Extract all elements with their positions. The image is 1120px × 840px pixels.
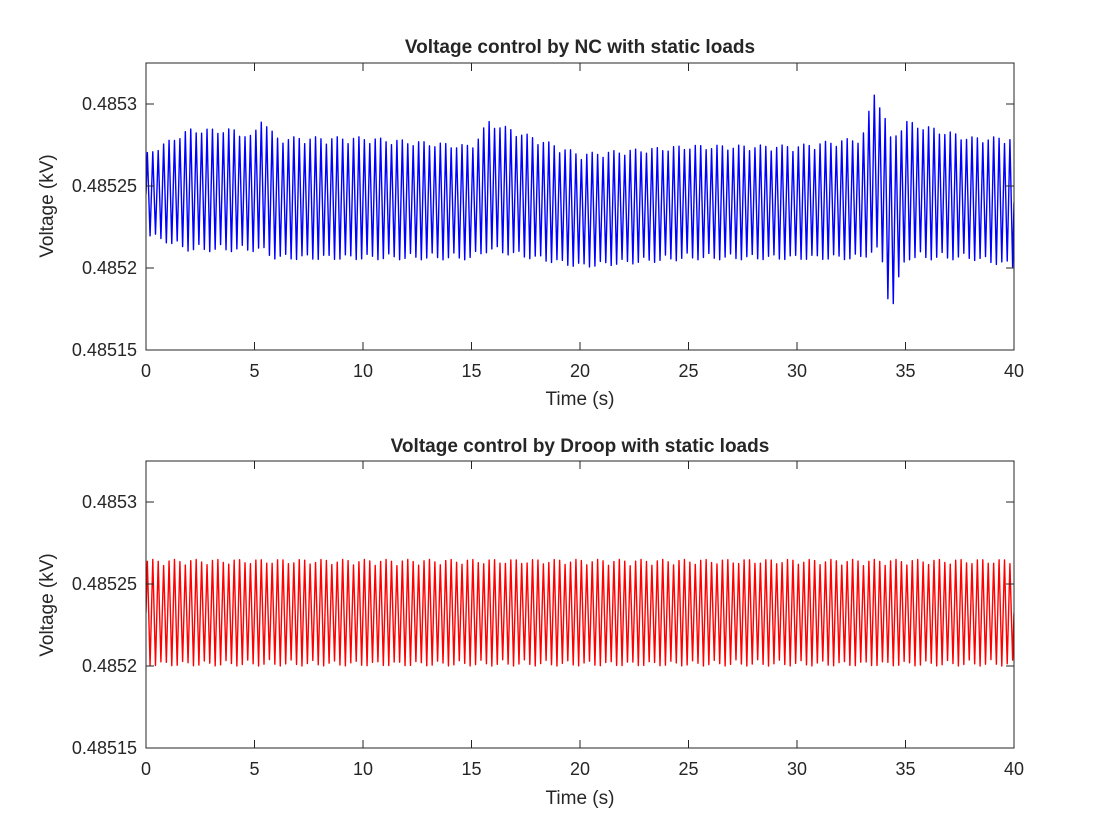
- axes-bottom: Voltage control by Droop with static loa…: [37, 436, 1024, 809]
- bottom-y-axis-label: Voltage (kV): [37, 553, 58, 657]
- bottom-x-tick-label: 10: [353, 759, 373, 779]
- top-y-tick-label: 0.48525: [72, 176, 137, 196]
- bottom-x-tick-label: 30: [787, 759, 807, 779]
- bottom-x-tick-label: 15: [461, 759, 481, 779]
- top-x-tick-label: 35: [895, 361, 915, 381]
- top-x-axis-label: Time (s): [546, 389, 615, 410]
- bottom-x-tick-label: 0: [141, 759, 151, 779]
- top-x-tick-label: 5: [249, 361, 259, 381]
- top-series-line-0: [146, 94, 1014, 305]
- bottom-chart-title: Voltage control by Droop with static loa…: [391, 436, 770, 457]
- bottom-series-line-0: [146, 558, 1014, 667]
- top-x-tick-label: 15: [461, 361, 481, 381]
- top-plot-area: 0 5 10 15 20 25 30 35 40 0.48515 0.4852 0.48525 0.48…: [72, 62, 1024, 381]
- top-y-tick-label: 0.4853: [82, 94, 137, 114]
- bottom-x-axis-label: Time (s): [546, 788, 615, 809]
- top-chart-title: Voltage control by NC with static loads: [405, 37, 755, 58]
- bottom-plot-area: 0 5 10 15 20 25 30 35 40 0.48515 0.4852 0.48525 0.48…: [72, 460, 1024, 779]
- bottom-y-tick-label: 0.4853: [82, 492, 137, 512]
- axes-top: Voltage control by NC with static loads …: [37, 37, 1024, 410]
- bottom-y-tick-label: 0.48515: [72, 738, 137, 758]
- top-x-tick-label: 25: [678, 361, 698, 381]
- bottom-x-tick-label: 5: [249, 759, 259, 779]
- bottom-y-tick-label: 0.4852: [82, 656, 137, 676]
- top-y-tick-label: 0.4852: [82, 258, 137, 278]
- top-x-tick-label: 0: [141, 361, 151, 381]
- top-y-tick-label: 0.48515: [72, 340, 137, 360]
- top-x-tick-label: 30: [787, 361, 807, 381]
- top-y-axis-label: Voltage (kV): [37, 154, 58, 258]
- top-x-tick-label: 10: [353, 361, 373, 381]
- bottom-x-tick-label: 40: [1004, 759, 1024, 779]
- bottom-x-tick-label: 35: [895, 759, 915, 779]
- bottom-x-tick-label: 25: [678, 759, 698, 779]
- top-x-tick-label: 20: [570, 361, 590, 381]
- bottom-x-tick-label: 20: [570, 759, 590, 779]
- bottom-y-tick-label: 0.48525: [72, 574, 137, 594]
- top-x-tick-label: 40: [1004, 361, 1024, 381]
